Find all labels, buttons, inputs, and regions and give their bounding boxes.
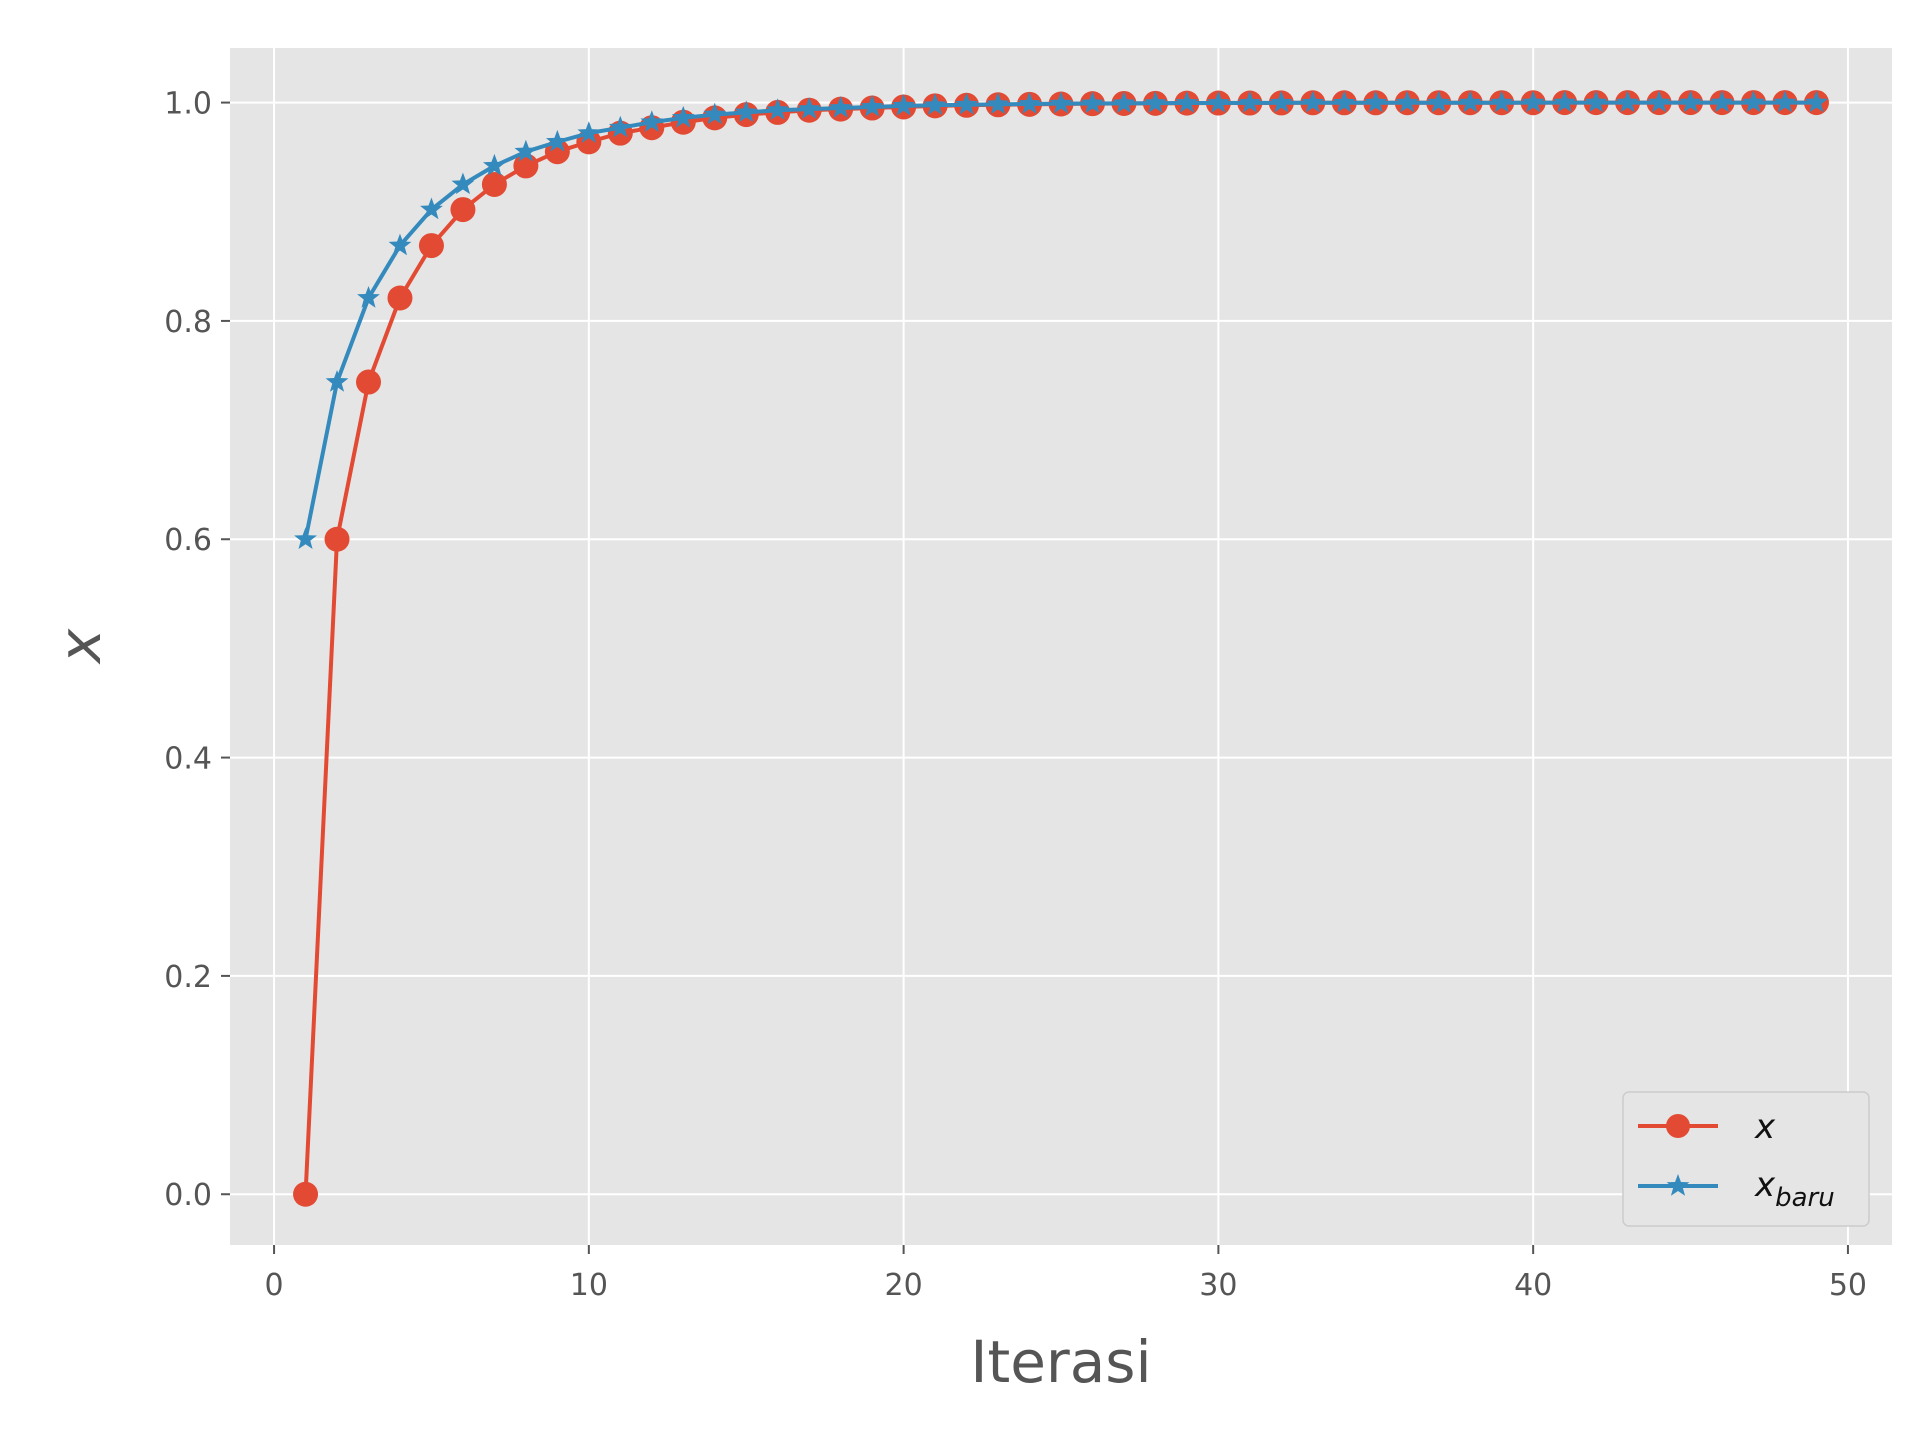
legend-label-x: x bbox=[1754, 1107, 1776, 1147]
data-point bbox=[1773, 90, 1797, 113]
data-point bbox=[766, 98, 790, 120]
axis-ticks: 0 10 20 30 40 50 0.0 0.2 0.4 0.6 0.8 1.0 bbox=[164, 87, 1867, 1303]
x-tick-label: 50 bbox=[1829, 1268, 1867, 1303]
y-tick-label: 0.2 bbox=[164, 960, 212, 995]
y-tick-label: 0.4 bbox=[164, 742, 212, 777]
legend: x xbaru bbox=[1622, 1091, 1870, 1227]
y-tick-label: 1.0 bbox=[164, 87, 212, 122]
data-point bbox=[324, 526, 350, 552]
data-point bbox=[483, 153, 506, 176]
data-point bbox=[357, 285, 380, 308]
legend-marker-xbaru bbox=[1666, 1174, 1690, 1196]
data-point bbox=[1049, 91, 1073, 114]
x-tick-label: 10 bbox=[570, 1268, 608, 1303]
data-point bbox=[1112, 91, 1136, 114]
data-point bbox=[923, 93, 947, 116]
data-point bbox=[1175, 91, 1199, 113]
data-point bbox=[1269, 90, 1293, 113]
legend-label-xbaru-main: x bbox=[1754, 1165, 1776, 1205]
data-point bbox=[294, 527, 317, 549]
data-point bbox=[1364, 90, 1388, 113]
data-point bbox=[1144, 91, 1167, 113]
data-point bbox=[577, 121, 601, 143]
data-point bbox=[1458, 90, 1482, 113]
data-point bbox=[356, 369, 381, 395]
data-point bbox=[1490, 90, 1514, 113]
data-point bbox=[1742, 90, 1765, 113]
data-point bbox=[1395, 90, 1419, 113]
data-point bbox=[387, 285, 413, 311]
x-tick-label: 30 bbox=[1199, 1268, 1237, 1303]
data-point bbox=[450, 197, 476, 223]
data-point bbox=[514, 139, 538, 162]
y-tick-label: 0.6 bbox=[164, 523, 212, 558]
y-tick-label: 0.0 bbox=[164, 1178, 212, 1213]
data-point bbox=[1081, 91, 1104, 114]
data-point bbox=[325, 370, 349, 392]
series-xbaru bbox=[294, 90, 1828, 549]
data-point bbox=[1805, 90, 1828, 113]
data-point bbox=[420, 197, 443, 220]
data-point bbox=[608, 115, 632, 138]
data-point bbox=[892, 93, 916, 116]
data-point bbox=[418, 233, 444, 259]
data-point bbox=[640, 110, 664, 132]
y-tick-label: 0.8 bbox=[164, 305, 212, 340]
data-point bbox=[1301, 90, 1325, 113]
data-point bbox=[797, 97, 821, 119]
data-point bbox=[955, 92, 978, 115]
data-point bbox=[1427, 90, 1451, 113]
data-point bbox=[1238, 90, 1262, 113]
data-point bbox=[1710, 90, 1734, 113]
data-point bbox=[545, 129, 569, 152]
grid-lines bbox=[230, 48, 1892, 1245]
data-point bbox=[1206, 91, 1230, 113]
plot-background bbox=[230, 48, 1892, 1245]
legend-label-xbaru-sub: baru bbox=[1775, 1183, 1835, 1213]
data-point bbox=[1647, 90, 1671, 113]
data-point bbox=[1616, 90, 1639, 113]
data-point bbox=[1018, 92, 1041, 114]
x-tick-label: 40 bbox=[1514, 1268, 1552, 1303]
x-tick-label: 20 bbox=[885, 1268, 923, 1303]
x-tick-label: 0 bbox=[265, 1268, 284, 1303]
data-point bbox=[293, 1181, 319, 1207]
x-axis-label: Iterasi bbox=[970, 1328, 1151, 1396]
y-axis-label: x bbox=[46, 628, 114, 665]
data-point bbox=[1553, 90, 1577, 113]
data-point bbox=[388, 233, 412, 256]
data-point bbox=[1679, 90, 1702, 113]
data-point bbox=[451, 172, 475, 195]
data-point bbox=[734, 100, 758, 123]
data-point bbox=[986, 92, 1010, 115]
data-point bbox=[481, 171, 507, 197]
data-point bbox=[671, 105, 695, 128]
legend-marker-x bbox=[1666, 1114, 1690, 1138]
data-point bbox=[1584, 90, 1608, 113]
data-point bbox=[1521, 90, 1545, 113]
data-point bbox=[829, 96, 853, 118]
data-point bbox=[1332, 90, 1356, 113]
data-point bbox=[703, 102, 727, 125]
data-point bbox=[860, 94, 884, 117]
legend-label-xbaru: xbaru bbox=[1754, 1165, 1835, 1213]
series-layer bbox=[293, 90, 1829, 1207]
